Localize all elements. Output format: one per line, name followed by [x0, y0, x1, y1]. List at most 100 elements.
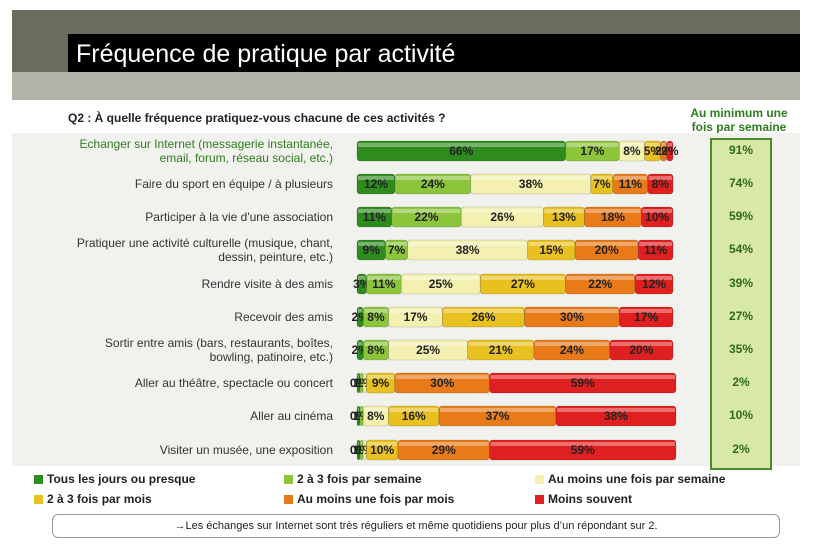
- data-label: 25%: [429, 277, 453, 291]
- bar-segment: [666, 140, 674, 162]
- bar-highlight: [642, 209, 672, 213]
- bar-highlight: [525, 309, 619, 313]
- bar-segment: [356, 206, 393, 228]
- bar-highlight: [667, 143, 672, 147]
- bar-segment: [555, 405, 677, 427]
- data-label: 7%: [388, 243, 406, 257]
- bar-highlight: [661, 143, 666, 147]
- summary-value: 27%: [728, 309, 754, 323]
- bar-highlight: [364, 309, 388, 313]
- bar-highlight: [358, 442, 359, 446]
- bar-highlight: [392, 209, 461, 213]
- legend-label: Au moins une fois par mois: [297, 492, 455, 506]
- row-label-line: Faire du sport en équipe / à plusieurs: [134, 177, 333, 191]
- bar-segment: [574, 239, 639, 261]
- bar-segment: [618, 306, 674, 328]
- data-label: 20%: [629, 343, 653, 357]
- data-label: 24%: [421, 177, 445, 191]
- bar-highlight: [364, 342, 388, 346]
- summary-value: 74%: [728, 176, 754, 190]
- bar-segment: [641, 206, 674, 228]
- bar-highlight: [389, 408, 438, 412]
- bar-highlight: [367, 375, 394, 379]
- bar-highlight: [645, 143, 660, 147]
- summary-header: Au minimum une fois par semaine: [690, 106, 788, 134]
- bar-segment: [460, 206, 544, 228]
- bar-highlight: [358, 342, 363, 346]
- bar-highlight: [358, 242, 385, 246]
- bar-segment: [366, 439, 399, 461]
- bar-segment: [634, 273, 674, 295]
- header-left-block: [12, 36, 68, 72]
- data-label: 12%: [642, 277, 666, 291]
- data-label: 24%: [560, 343, 584, 357]
- row-label: Aller au cinéma: [13, 409, 333, 423]
- data-label: 8%: [652, 177, 670, 191]
- legend-swatch: [284, 495, 293, 504]
- data-label: 11%: [644, 243, 668, 257]
- bar-highlight: [402, 276, 480, 280]
- legend-swatch: [34, 475, 43, 484]
- data-label: 26%: [471, 310, 495, 324]
- bar-segment: [388, 339, 468, 361]
- bar-highlight: [440, 408, 555, 412]
- data-label: 66%: [449, 144, 473, 158]
- row-label-line: Sortir entre amis (bars, restaurants, bo…: [104, 336, 333, 350]
- summary-value: 39%: [728, 276, 754, 290]
- page-title: Fréquence de pratique par activité: [76, 40, 456, 68]
- row-label-line: Rendre visite à des amis: [201, 277, 333, 291]
- legend-item: 2 à 3 fois par mois: [34, 492, 152, 506]
- row-label-line: Pratiquer une activité culturelle (musiq…: [76, 236, 333, 250]
- summary-value: 2%: [732, 375, 750, 389]
- bar-highlight: [358, 209, 391, 213]
- row-label-line: dessin, peinture, etc.): [218, 250, 333, 264]
- data-label: 11%: [372, 277, 396, 291]
- bar-segment: [356, 405, 361, 427]
- bar-highlight: [361, 375, 363, 379]
- bar-highlight: [620, 309, 672, 313]
- data-label: 10%: [645, 210, 669, 224]
- bar-highlight: [389, 342, 467, 346]
- bar-highlight: [364, 408, 388, 412]
- bar-highlight: [481, 276, 565, 280]
- row-label: Visiter un musée, une exposition: [13, 443, 333, 457]
- bar-highlight: [591, 176, 612, 180]
- bar-highlight: [398, 442, 489, 446]
- bar-highlight: [576, 242, 638, 246]
- header-band: [12, 72, 800, 100]
- bar: [489, 372, 677, 394]
- legend-item: 2 à 3 fois par semaine: [284, 472, 422, 486]
- bar-highlight: [358, 309, 363, 313]
- bar-highlight: [648, 176, 672, 180]
- data-label: 37%: [485, 409, 509, 423]
- bar-segment: [489, 439, 677, 461]
- bar: [555, 405, 677, 427]
- data-label: 26%: [490, 210, 514, 224]
- data-label: 30%: [560, 310, 584, 324]
- data-label: 59%: [571, 376, 595, 390]
- bar-highlight: [462, 209, 543, 213]
- bar-highlight: [386, 242, 407, 246]
- data-label: 18%: [601, 210, 625, 224]
- legend-label: Moins souvent: [548, 492, 633, 506]
- legend-swatch: [535, 475, 544, 484]
- bar-highlight: [613, 176, 647, 180]
- footnote: →Les échanges sur Internet sont très rég…: [52, 514, 780, 538]
- legend-label: 2 à 3 fois par mois: [47, 492, 152, 506]
- bar-highlight: [534, 342, 609, 346]
- row-label-line: Visiter un musée, une exposition: [159, 443, 333, 457]
- bar-highlight: [358, 375, 359, 379]
- data-label: 17%: [403, 310, 427, 324]
- bar-highlight: [490, 442, 675, 446]
- data-label: 8%: [367, 343, 385, 357]
- bar-highlight: [367, 442, 397, 446]
- data-label: 38%: [456, 243, 480, 257]
- data-label: 16%: [402, 409, 426, 423]
- summary-value: 2%: [732, 442, 750, 456]
- data-label: 15%: [539, 243, 563, 257]
- data-label: 38%: [519, 177, 543, 191]
- bar-highlight: [367, 276, 401, 280]
- row-label: Aller au théâtre, spectacle ou concert: [13, 376, 333, 390]
- bar-segment: [565, 273, 636, 295]
- row-label: Faire du sport en équipe / à plusieurs: [13, 177, 333, 191]
